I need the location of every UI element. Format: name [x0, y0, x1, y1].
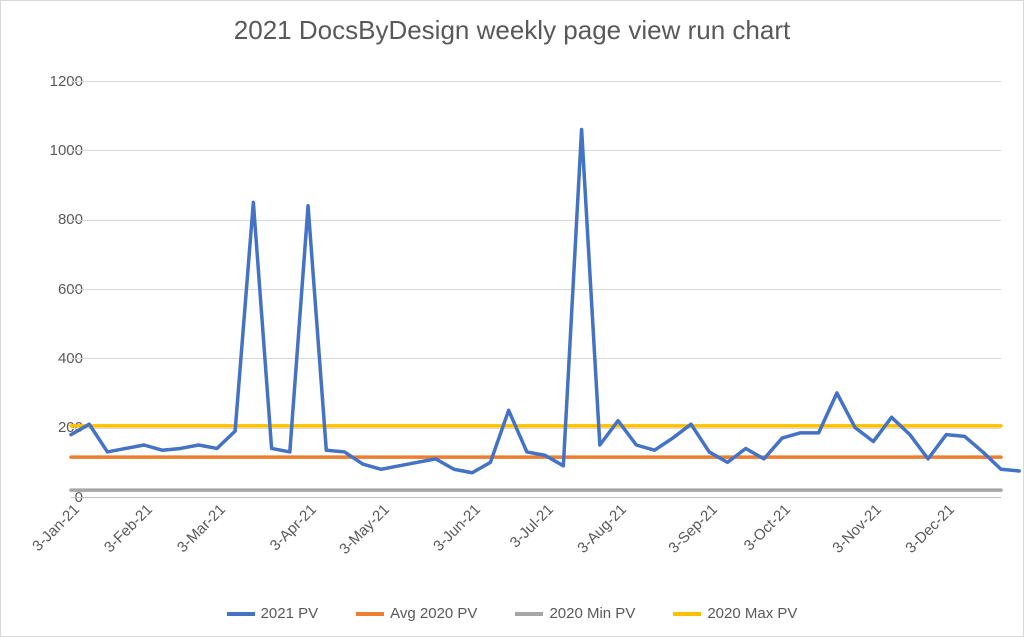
x-tick-label: 3-Apr-21	[237, 501, 320, 584]
legend-item-avg-2020-pv: Avg 2020 PV	[356, 605, 477, 622]
x-tick-label: 3-Jul-21	[474, 501, 557, 584]
legend-label: 2020 Min PV	[549, 605, 635, 622]
chart-container: 2021 DocsByDesign weekly page view run c…	[0, 0, 1024, 637]
legend-label: Avg 2020 PV	[390, 605, 477, 622]
legend: 2021 PV Avg 2020 PV 2020 Min PV 2020 Max…	[1, 605, 1023, 622]
x-tick-label: 3-Sep-21	[639, 501, 722, 584]
chart-lines	[71, 81, 1001, 497]
legend-item-2020-min-pv: 2020 Min PV	[515, 605, 635, 622]
chart-title: 2021 DocsByDesign weekly page view run c…	[1, 15, 1023, 46]
x-tick-label: 3-Feb-21	[73, 501, 156, 584]
x-tick-label: 3-May-21	[310, 501, 393, 584]
x-tick-label: 3-Oct-21	[711, 501, 794, 584]
x-tick-label: 3-Dec-21	[876, 501, 959, 584]
x-axis-line	[71, 497, 1001, 498]
x-tick-label: 3-Nov-21	[803, 501, 886, 584]
legend-item-2020-max-pv: 2020 Max PV	[673, 605, 797, 622]
legend-swatch	[673, 612, 701, 616]
x-tick-label: 3-Jun-21	[401, 501, 484, 584]
legend-item-2021-pv: 2021 PV	[227, 605, 319, 622]
legend-swatch	[356, 612, 384, 616]
legend-label: 2021 PV	[261, 605, 319, 622]
plot-area	[71, 81, 1001, 497]
x-tick-label: 3-Aug-21	[547, 501, 630, 584]
x-tick-label: 3-Mar-21	[146, 501, 229, 584]
x-tick-label: 3-Jan-21	[0, 501, 83, 584]
legend-swatch	[515, 612, 543, 616]
legend-label: 2020 Max PV	[707, 605, 797, 622]
legend-swatch	[227, 612, 255, 616]
